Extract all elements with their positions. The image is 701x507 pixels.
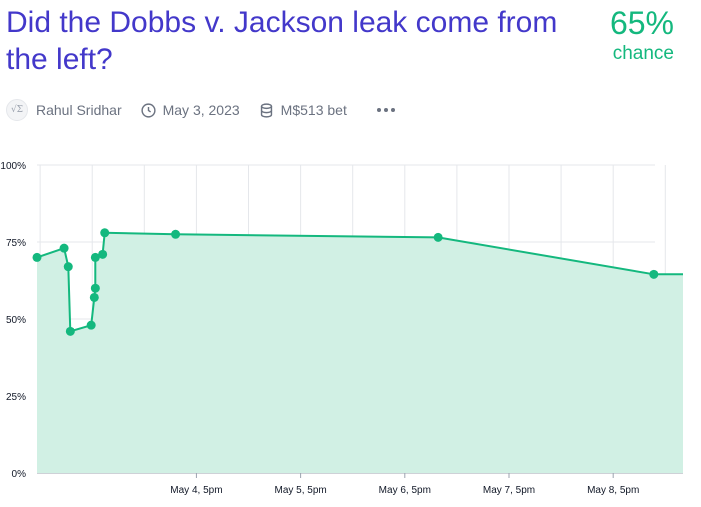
data-point[interactable] [100, 228, 110, 238]
probability-line [36, 231, 683, 333]
question-title: Did the Dobbs v. Jackson leak come from … [6, 6, 558, 76]
coins-icon [260, 102, 272, 118]
x-tick-label: May 5, 5pm [274, 485, 326, 496]
probability-label: chance [612, 43, 674, 64]
data-point[interactable] [86, 320, 96, 330]
avatar[interactable]: √Σ [6, 99, 28, 121]
probability-chart: 0%25%50%75%100% May 4, 5pm May 5, 5pm May … [0, 161, 683, 496]
author-link[interactable]: √Σ Rahul Sridhar [6, 99, 122, 121]
data-point[interactable] [98, 249, 108, 259]
x-tick-label: May 7, 5pm [483, 485, 535, 496]
y-tick-label: 100% [0, 161, 26, 172]
data-point[interactable] [90, 283, 100, 293]
x-tick-label: May 6, 5pm [379, 485, 431, 496]
x-tick-label: May 4, 5pm [170, 485, 222, 496]
data-points [32, 228, 659, 336]
data-point[interactable] [63, 262, 73, 272]
volume: M$513 bet [258, 102, 347, 119]
clock-icon [141, 102, 156, 118]
data-point[interactable] [89, 292, 99, 302]
probability-display: 65% chance [610, 4, 674, 65]
data-point[interactable] [649, 269, 659, 279]
data-point[interactable] [171, 229, 181, 239]
data-point[interactable] [32, 252, 42, 262]
y-tick-label: 25% [6, 392, 26, 403]
volume-text: M$513 bet [280, 102, 347, 118]
x-axis: May 4, 5pm May 5, 5pm May 6, 5pm May 7, 5pm… [37, 472, 683, 496]
data-point[interactable] [433, 232, 443, 242]
x-tick-label: May 8, 5pm [587, 485, 639, 496]
y-tick-label: 75% [6, 238, 26, 249]
y-tick-label: 0% [12, 469, 27, 480]
created-date-text: May 3, 2023 [162, 102, 240, 118]
probability-area [37, 232, 683, 473]
question-meta: √Σ Rahul Sridhar May 3, 2023 M$513 bet [6, 98, 395, 122]
data-point[interactable] [65, 326, 75, 336]
y-tick-label: 50% [6, 315, 26, 326]
created-date: May 3, 2023 [140, 102, 240, 119]
data-point[interactable] [90, 252, 100, 262]
probability-value: 65% [609, 5, 674, 41]
more-icon[interactable] [376, 108, 395, 112]
data-point[interactable] [59, 243, 69, 253]
y-axis: 0% 25% 50% 75% 100% [0, 161, 26, 480]
author-name[interactable]: Rahul Sridhar [36, 102, 122, 118]
